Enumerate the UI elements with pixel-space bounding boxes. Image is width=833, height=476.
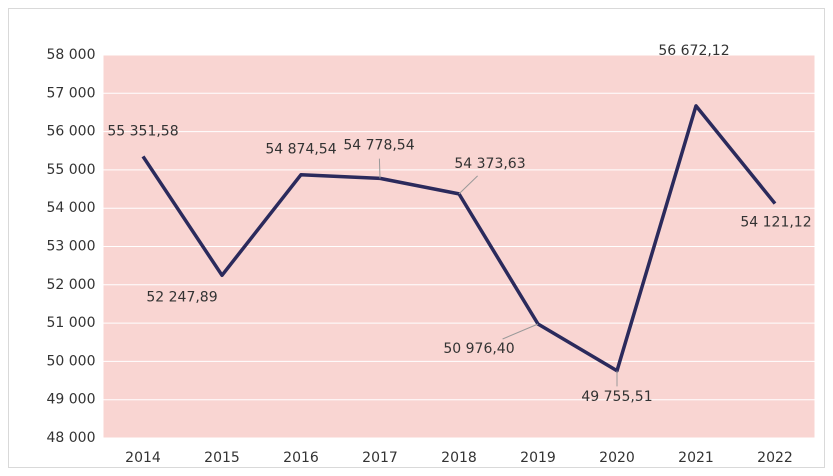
data-label: 54 874,54	[265, 142, 336, 158]
data-label: 49 755,51	[581, 389, 652, 405]
data-label: 52 247,89	[146, 289, 217, 305]
y-tick-label: 58 000	[47, 47, 96, 63]
y-tick-label: 52 000	[47, 277, 96, 293]
data-label: 50 976,40	[443, 341, 514, 357]
x-tick-label: 2022	[757, 450, 793, 466]
leader-line	[502, 323, 539, 340]
data-label: 54 778,54	[343, 137, 414, 153]
y-tick-label: 57 000	[47, 85, 96, 101]
y-tick-label: 49 000	[47, 392, 96, 408]
data-label: 54 121,12	[740, 215, 811, 231]
x-tick-label: 2014	[125, 450, 161, 466]
y-tick-label: 51 000	[47, 315, 96, 331]
y-tick-label: 48 000	[47, 430, 96, 446]
leader-line	[458, 175, 478, 195]
leader-line	[378, 158, 381, 179]
data-label: 56 672,12	[658, 43, 729, 59]
data-label: 55 351,58	[107, 123, 178, 139]
y-tick-label: 56 000	[47, 124, 96, 140]
x-tick-label: 2019	[520, 450, 556, 466]
data-label: 54 373,63	[454, 156, 525, 172]
x-tick-label: 2021	[678, 450, 714, 466]
y-tick-label: 54 000	[47, 200, 96, 216]
y-tick-label: 53 000	[47, 239, 96, 255]
x-tick-label: 2015	[204, 450, 240, 466]
x-tick-label: 2016	[283, 450, 319, 466]
x-tick-label: 2020	[599, 450, 635, 466]
x-tick-label: 2018	[441, 450, 477, 466]
x-tick-label: 2017	[362, 450, 398, 466]
y-tick-label: 55 000	[47, 162, 96, 178]
y-tick-label: 50 000	[47, 353, 96, 369]
